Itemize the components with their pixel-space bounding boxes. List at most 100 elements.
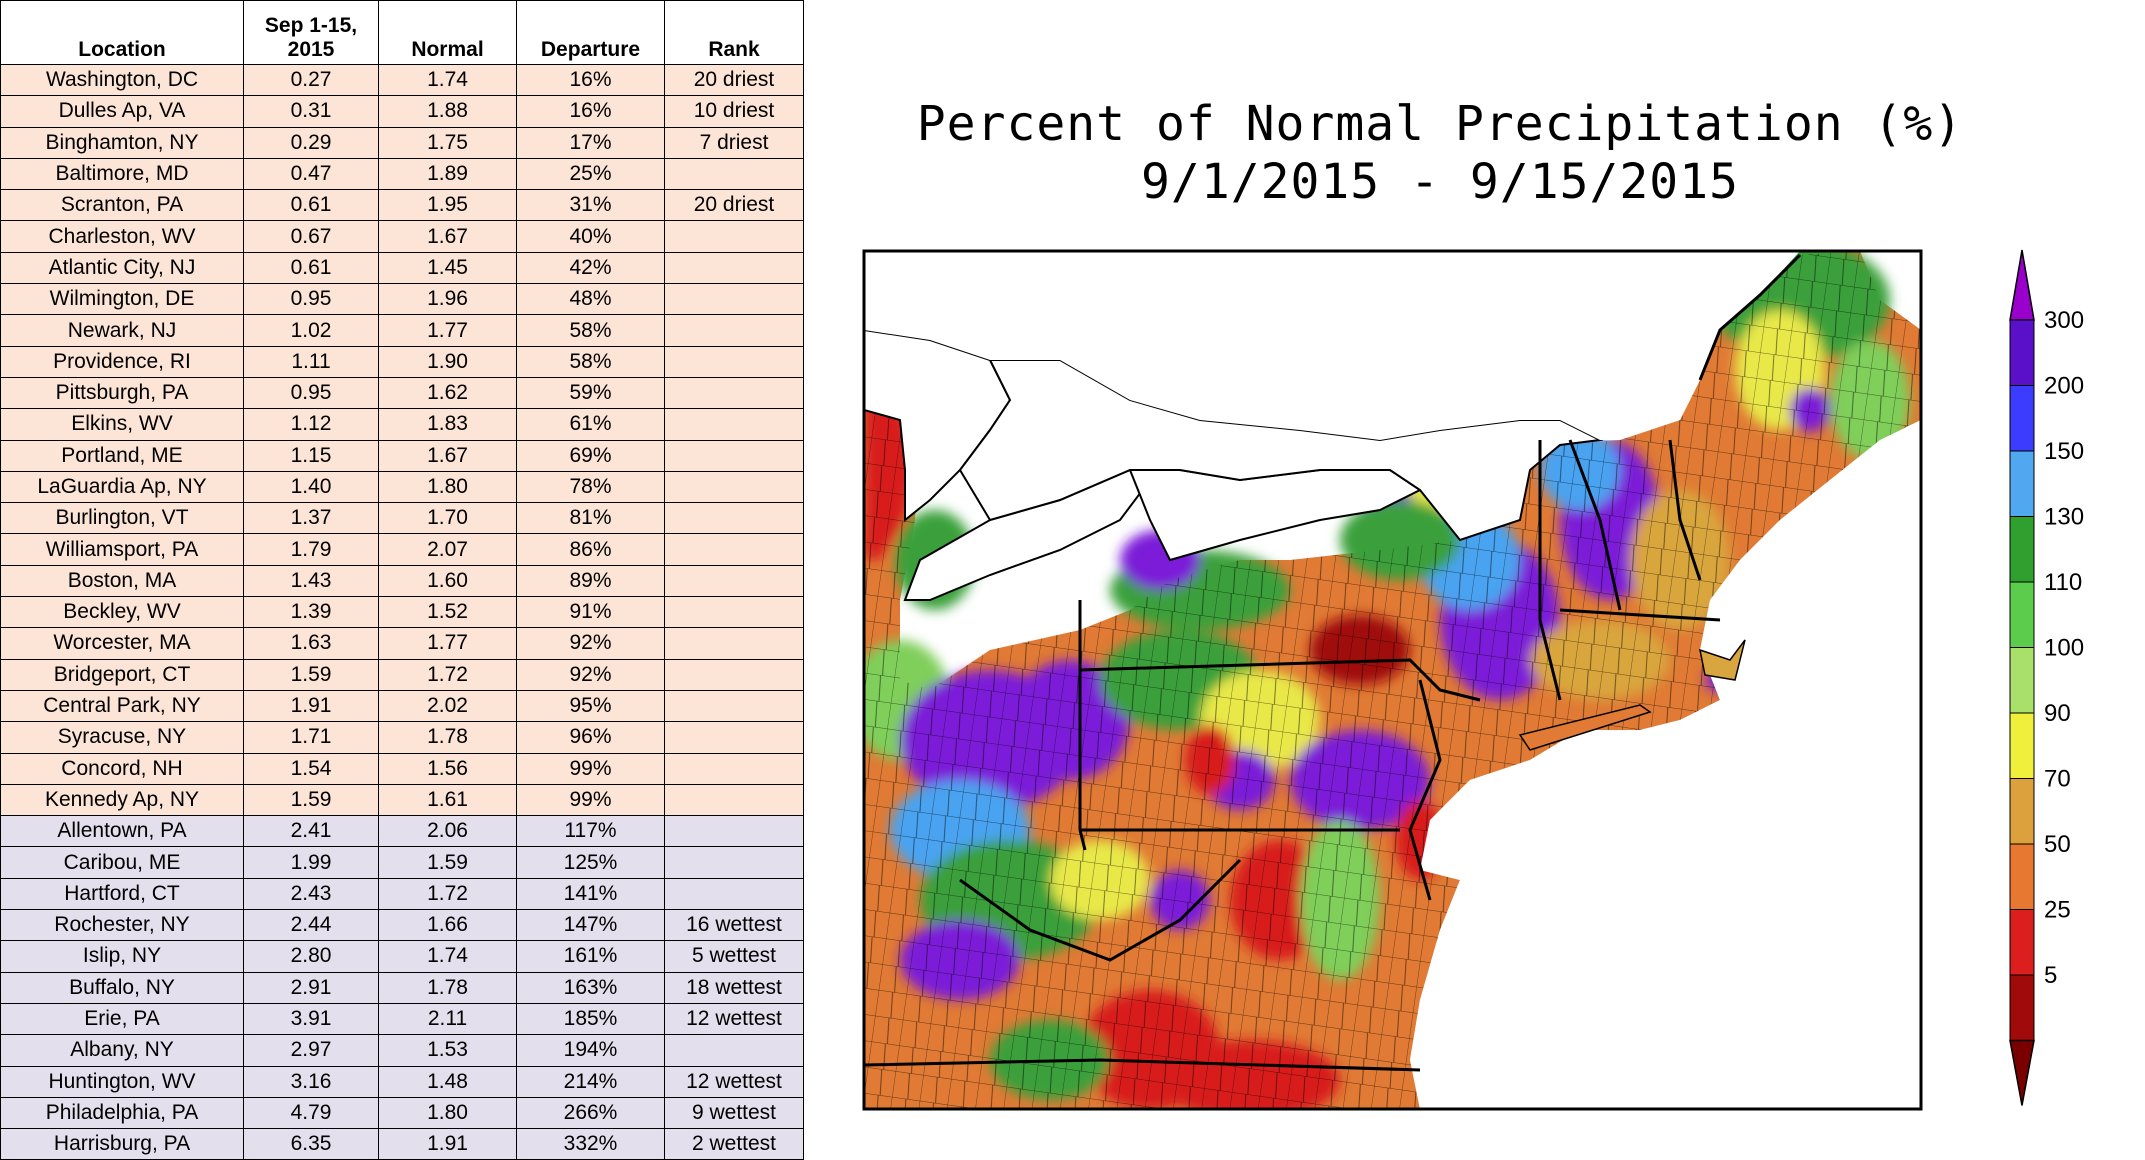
cell-location: Boston, MA — [0, 564, 244, 598]
table-row: Erie, PA 3.91 2.11 185% 12 wettest — [0, 1002, 804, 1036]
cell-rank — [664, 157, 804, 191]
table-row: Burlington, VT 1.37 1.70 81% — [0, 502, 804, 535]
table-row: Syracuse, NY 1.71 1.78 96% — [0, 721, 804, 754]
border-oh-pa — [1078, 600, 1087, 851]
cell-location: Portland, ME — [0, 439, 244, 472]
cell-observed: 4.79 — [243, 1096, 379, 1130]
cell-departure: 185% — [516, 1002, 665, 1036]
cell-rank: 18 wettest — [664, 971, 804, 1004]
cell-observed: 1.11 — [243, 345, 379, 378]
cell-normal: 1.80 — [378, 1096, 517, 1130]
cell-normal: 1.77 — [378, 627, 517, 660]
cell-departure: 61% — [516, 408, 665, 441]
cell-observed: 0.67 — [243, 220, 379, 253]
cell-rank — [664, 220, 804, 253]
cell-normal: 1.77 — [378, 314, 517, 347]
table-row: Boston, MA 1.43 1.60 89% — [0, 564, 804, 598]
border-ny-pa — [1079, 658, 1481, 702]
table-row: Central Park, NY 1.91 2.02 95% — [0, 689, 804, 723]
cell-location: Bridgeport, CT — [0, 658, 244, 691]
cell-location: Concord, NH — [0, 752, 244, 785]
colorbar-tick-label: 150 — [2044, 438, 2084, 465]
cell-observed: 2.44 — [243, 909, 379, 942]
cell-location: Dulles Ap, VA — [0, 95, 244, 128]
table-row: Islip, NY 2.80 1.74 161% 5 wettest — [0, 940, 804, 973]
cell-observed: 1.43 — [243, 564, 379, 598]
colorbar-swatch — [2009, 974, 2035, 1041]
colorbar-tick-label: 5 — [2044, 962, 2057, 989]
cell-departure: 125% — [516, 846, 665, 879]
cell-observed: 1.39 — [243, 596, 379, 629]
table-row: Baltimore, MD 0.47 1.89 25% — [0, 157, 804, 191]
border-wv-va — [959, 858, 1242, 962]
cell-location: Caribou, ME — [0, 846, 244, 879]
table-row: Bridgeport, CT 1.59 1.72 92% — [0, 658, 804, 691]
table-row: Albany, NY 2.97 1.53 194% — [0, 1034, 804, 1067]
colorbar-tick-label: 50 — [2044, 831, 2071, 858]
cell-observed: 1.12 — [243, 408, 379, 441]
table-row: Atlantic City, NJ 0.61 1.45 42% — [0, 251, 804, 285]
table-row: Pittsburgh, PA 0.95 1.62 59% — [0, 376, 804, 410]
cell-normal: 1.89 — [378, 157, 517, 191]
cell-departure: 78% — [516, 470, 665, 504]
cell-location: Wilmington, DE — [0, 283, 244, 316]
table-row: Williamsport, PA 1.79 2.07 86% — [0, 533, 804, 566]
table-row: Elkins, WV 1.12 1.83 61% — [0, 408, 804, 441]
colorbar-swatch — [2009, 909, 2035, 976]
cell-normal: 1.78 — [378, 971, 517, 1004]
cell-location: Charleston, WV — [0, 220, 244, 253]
table-header-row: Location Sep 1-15, 2015 Normal Departure… — [0, 0, 804, 65]
colorbar-tick-label: 110 — [2044, 569, 2082, 596]
table-row: Buffalo, NY 2.91 1.78 163% 18 wettest — [0, 971, 804, 1004]
map-title-line2: 9/1/2015 - 9/15/2015 — [1141, 154, 1739, 210]
cell-location: Rochester, NY — [0, 909, 244, 942]
border-ny-vt — [1538, 440, 1562, 701]
cell-observed: 2.97 — [243, 1034, 379, 1067]
table-row: Allentown, PA 2.41 2.06 117% — [0, 815, 804, 848]
cell-departure: 58% — [516, 345, 665, 378]
cell-rank: 5 wettest — [664, 940, 804, 973]
cell-location: Syracuse, NY — [0, 721, 244, 754]
table-row: Wilmington, DE 0.95 1.96 48% — [0, 283, 804, 316]
cell-normal: 1.83 — [378, 408, 517, 441]
cell-rank: 12 wettest — [664, 1065, 804, 1098]
table-body: Washington, DC 0.27 1.74 16% 20 driest Dulles… — [0, 63, 804, 1160]
cell-location: Albany, NY — [0, 1034, 244, 1067]
border-nh-me — [1668, 439, 1702, 581]
cell-rank — [664, 815, 804, 848]
border-me-canada — [1698, 253, 1802, 381]
cell-normal: 1.90 — [378, 345, 517, 378]
table-row: LaGuardia Ap, NY 1.40 1.80 78% — [0, 470, 804, 504]
cell-observed: 0.95 — [243, 376, 379, 410]
cell-observed: 0.29 — [243, 126, 379, 159]
cell-departure: 59% — [516, 376, 665, 410]
cell-observed: 1.40 — [243, 470, 379, 504]
table-row: Philadelphia, PA 4.79 1.80 266% 9 wettest — [0, 1096, 804, 1130]
map-title: Percent of Normal Precipitation (%) 9/1/… — [900, 95, 1980, 211]
cell-departure: 86% — [516, 533, 665, 566]
colorbar-tick-label: 300 — [2044, 307, 2084, 334]
table-row: Portland, ME 1.15 1.67 69% — [0, 439, 804, 472]
table-row: Concord, NH 1.54 1.56 99% — [0, 752, 804, 785]
cell-location: Huntington, WV — [0, 1065, 244, 1098]
header-observed-line2: 2015 — [287, 38, 335, 61]
colorbar-tick-label: 25 — [2044, 897, 2071, 924]
border-nj — [1408, 679, 1442, 901]
cell-normal: 1.91 — [378, 1128, 517, 1160]
cell-normal: 1.70 — [378, 502, 517, 535]
cell-observed: 1.37 — [243, 502, 379, 535]
cell-normal: 1.45 — [378, 251, 517, 285]
cell-rank — [664, 564, 804, 598]
cell-location: Burlington, VT — [0, 502, 244, 535]
cell-observed: 3.91 — [243, 1002, 379, 1036]
cell-location: Allentown, PA — [0, 815, 244, 848]
cell-rank: 2 wettest — [664, 1128, 804, 1160]
colorbar-arrow-top — [2009, 249, 2035, 321]
cell-normal: 1.66 — [378, 909, 517, 942]
state-borders — [864, 253, 1802, 1072]
header-location: Location — [0, 0, 244, 65]
cell-departure: 48% — [516, 283, 665, 316]
cell-location: Kennedy Ap, NY — [0, 783, 244, 817]
table-row: Huntington, WV 3.16 1.48 214% 12 wettest — [0, 1065, 804, 1098]
